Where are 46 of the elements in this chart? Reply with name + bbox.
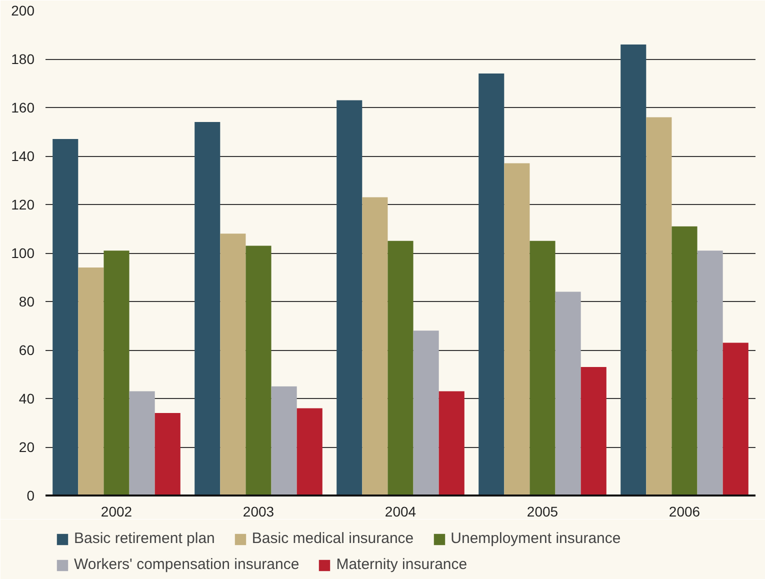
bar [52, 139, 78, 496]
bar [336, 100, 362, 496]
x-tick-label: 2004 [384, 504, 416, 520]
x-tick-label: 2006 [668, 504, 700, 520]
bar [504, 163, 530, 496]
x-tick-label: 2002 [100, 504, 132, 520]
bar [478, 74, 504, 496]
y-tick-label: 160 [11, 100, 35, 116]
y-tick-label: 60 [18, 342, 35, 358]
bar [646, 117, 672, 496]
bar [388, 240, 414, 496]
legend-label: Workers' compensation insurance [74, 556, 300, 573]
bar [530, 240, 556, 496]
bar [413, 330, 439, 496]
bar [438, 391, 464, 496]
legend-label: Unemployment insurance [450, 530, 621, 547]
bar [296, 408, 322, 496]
y-tick-label: 140 [11, 148, 35, 164]
y-tick-label: 0 [26, 488, 35, 504]
bar [194, 122, 220, 496]
bar [580, 366, 606, 496]
legend-label: Basic medical insurance [252, 530, 414, 547]
y-tick-label: 100 [11, 245, 35, 261]
x-tick-label: 2005 [526, 504, 558, 520]
bar [555, 292, 581, 496]
bar [271, 386, 297, 496]
bar [722, 342, 748, 496]
legend-label: Basic retirement plan [74, 530, 215, 547]
y-tick-label: 40 [18, 390, 35, 406]
y-tick-label: 20 [18, 439, 35, 455]
bar [246, 246, 272, 496]
bar [104, 250, 130, 496]
bar [620, 44, 646, 496]
y-tick-label: 120 [11, 196, 35, 212]
bar [362, 197, 388, 496]
bar [220, 234, 246, 496]
y-tick-label: 180 [11, 51, 35, 67]
y-tick-label: 200 [11, 2, 35, 18]
legend-label: Maternity insurance [336, 556, 468, 573]
bar [78, 268, 104, 496]
bar [697, 250, 723, 496]
bar [154, 413, 180, 496]
x-tick-label: 2003 [242, 504, 274, 520]
y-tick-label: 80 [18, 294, 35, 310]
bar [129, 391, 155, 496]
bar [672, 226, 698, 496]
